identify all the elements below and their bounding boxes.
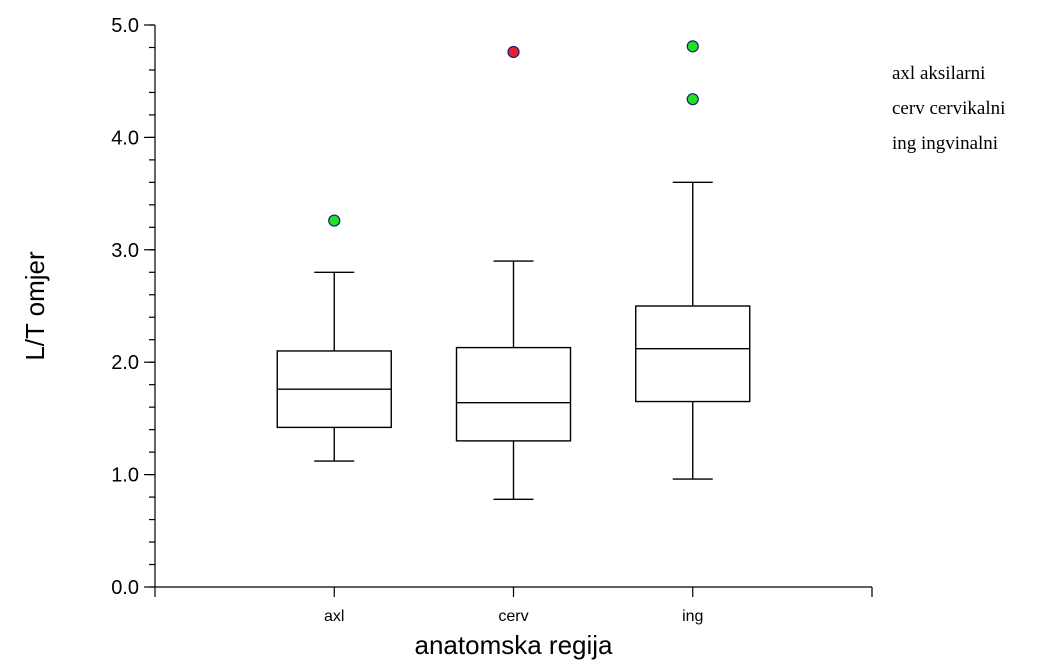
y-axis-ticks (144, 24, 155, 588)
y-axis-title: L/T omjer (20, 251, 50, 361)
outlier-point (507, 45, 520, 59)
x-axis-ticks (154, 587, 873, 597)
y-minor-ticks (149, 24, 155, 588)
y-tick-label: 3.0 (111, 240, 139, 262)
y-tick-label: 1.0 (111, 465, 139, 487)
y-tick-label: 5.0 (111, 15, 139, 37)
x-category-label-cerv: cerv (498, 608, 528, 625)
box-ing (635, 40, 751, 480)
box-iqr (635, 305, 751, 403)
y-tick-label: 2.0 (111, 352, 139, 374)
box-cerv (455, 45, 572, 501)
legend-entry-cerv: cerv cervikalni (892, 98, 1005, 119)
box-axl (276, 214, 392, 462)
y-tick-label: 4.0 (111, 127, 139, 149)
y-axis-tick-labels: 0.0 1.0 2.0 3.0 4.0 5.0 (111, 15, 139, 599)
outlier-point (686, 93, 699, 106)
x-category-label-ing: ing (682, 608, 703, 625)
legend: axl aksilarni cerv cervikalni ing ingvin… (892, 63, 1005, 154)
legend-entry-axl: axl aksilarni (892, 63, 985, 84)
x-axis-title: anatomska regija (415, 630, 614, 660)
legend-entry-ing: ing ingvinalni (892, 133, 998, 154)
outlier-point (686, 40, 699, 53)
outlier-point (328, 214, 341, 227)
box-iqr (455, 346, 572, 442)
y-tick-label: 0.0 (111, 577, 139, 599)
x-category-label-axl: axl (324, 608, 344, 625)
x-axis-category-labels: axl cerv ing (324, 608, 703, 625)
boxes-group (276, 40, 751, 501)
